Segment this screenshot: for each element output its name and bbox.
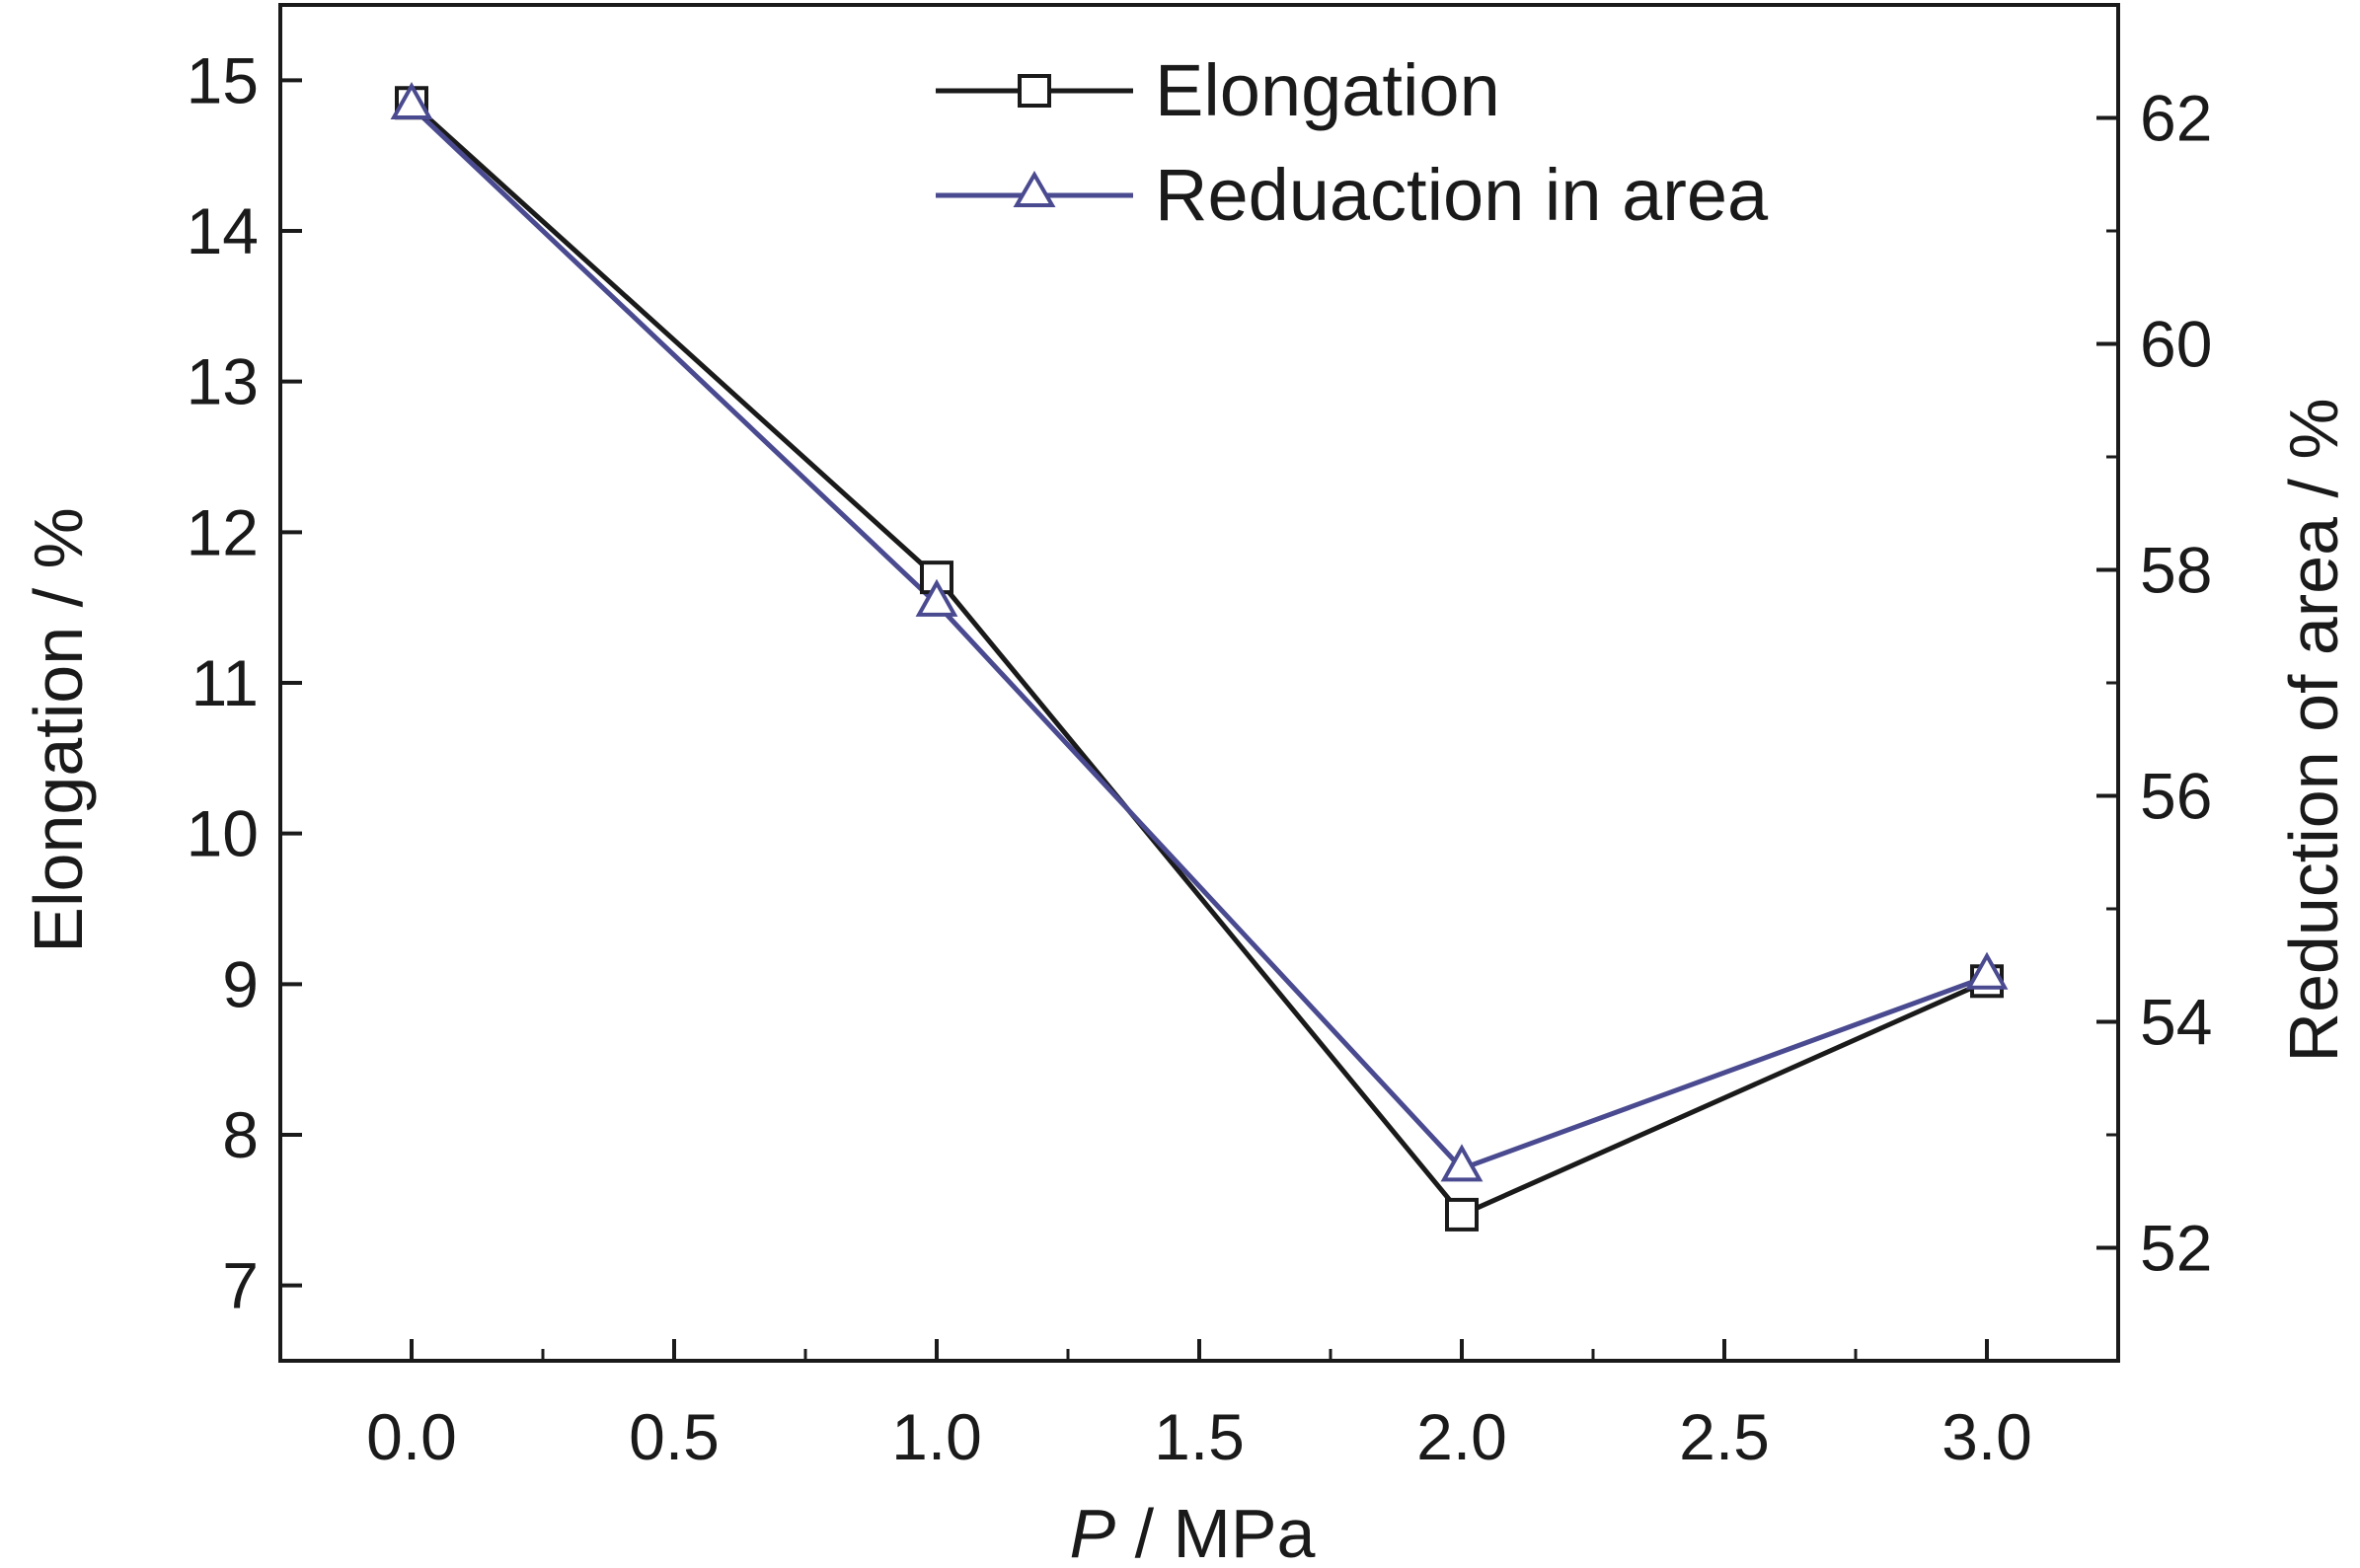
axis-ticks: 0.0 0.5 1.0 1.5 2.0 2.5 3.0 7 8 9 10 11 12 13 14 15 52 54… [187, 3, 2212, 1473]
y-tick-label: 14 [187, 194, 259, 267]
legend-marker-square [1018, 74, 1051, 108]
series-line-0 [410, 101, 1989, 1218]
y-tick-label: 7 [222, 1249, 259, 1322]
y-tick-label: 11 [190, 646, 259, 719]
x-axis-unit: / MPa [1115, 1495, 1315, 1568]
y2-tick-label: 62 [2140, 82, 2212, 155]
marker-triangle [915, 578, 958, 617]
legend-item-reduction: Reduaction in area [936, 154, 1769, 236]
y-axis-title: Elongation / % [20, 507, 97, 952]
y-tick-label: 8 [222, 1098, 259, 1171]
y-tick-label: 12 [187, 495, 259, 568]
x-tick-label: 1.0 [891, 1400, 982, 1473]
x-tick-label: 2.0 [1416, 1400, 1507, 1473]
y2-axis-title: Reduction of area / % [2275, 398, 2352, 1062]
y2-tick-label: 56 [2140, 760, 2212, 833]
x-tick-label: 3.0 [1941, 1400, 2032, 1473]
legend-item-elongation: Elongation [936, 49, 1500, 131]
y-tick-label: 9 [222, 947, 259, 1020]
y2-tick-label: 52 [2140, 1212, 2212, 1285]
marker-square [1445, 1197, 1479, 1232]
y-tick-label: 13 [187, 345, 259, 418]
marker-triangle [1440, 1144, 1484, 1182]
legend-label-elongation: Elongation [1155, 49, 1500, 131]
legend-marker-triangle [1013, 171, 1056, 207]
legend: Elongation Reduaction in area [936, 49, 1769, 236]
y-tick-label: 15 [187, 43, 259, 116]
marker-triangle [390, 81, 433, 120]
x-axis-variable: P [1070, 1495, 1116, 1568]
y2-tick-label: 54 [2140, 986, 2212, 1059]
y2-tick-label: 58 [2140, 534, 2212, 607]
legend-label-reduction: Reduaction in area [1155, 154, 1769, 236]
y2-tick-label: 60 [2140, 308, 2212, 381]
x-tick-label: 1.5 [1154, 1400, 1245, 1473]
x-tick-label: 0.5 [629, 1400, 720, 1473]
x-tick-label: 0.0 [366, 1400, 457, 1473]
series-lines [410, 101, 1989, 1218]
marker-triangle [1965, 951, 2009, 990]
x-axis-title: P / MPa [1070, 1495, 1316, 1568]
y-tick-label: 10 [187, 797, 259, 870]
series-markers [390, 81, 2009, 1232]
series-line-1 [410, 105, 1988, 1172]
x-tick-label: 2.5 [1679, 1400, 1770, 1473]
